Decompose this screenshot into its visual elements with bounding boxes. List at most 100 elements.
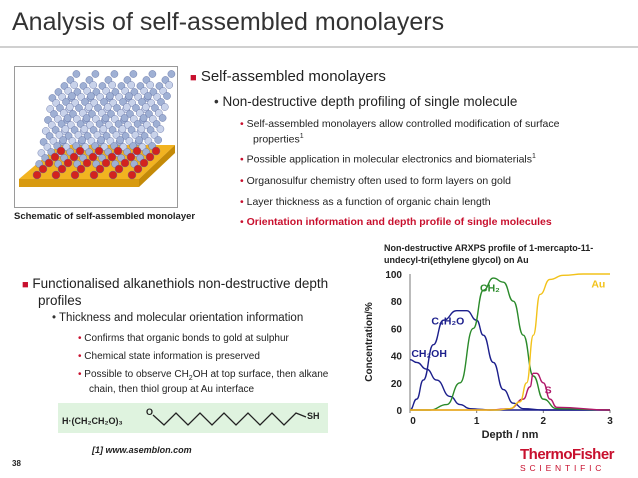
sulfur-atom bbox=[70, 170, 80, 180]
bullet-l3d: • Layer thickness as a function of organ… bbox=[240, 196, 491, 208]
chain-atom bbox=[135, 136, 143, 144]
sam-schematic-svg bbox=[19, 70, 176, 187]
footnote-sup: 1 bbox=[299, 133, 304, 140]
sam-schematic-image bbox=[14, 66, 178, 208]
sulfur-atom bbox=[89, 170, 99, 180]
y-tick-label: 60 bbox=[391, 324, 403, 335]
bullet-text: Possible application in molecular electr… bbox=[246, 153, 533, 166]
chemical-structure-svg: H·(CH₂CH₂O)₃ O SH bbox=[62, 407, 320, 426]
series-label: Au bbox=[591, 279, 605, 291]
bullet-text: Confirms that organic bonds to gold at s… bbox=[84, 333, 289, 344]
dot-bullet-icon: • bbox=[240, 153, 244, 166]
chain-atom bbox=[154, 136, 162, 144]
thermofisher-logo: ThermoFisher SCIENTIFIC bbox=[520, 446, 626, 474]
sulfur-atom bbox=[127, 170, 137, 180]
chain-atom bbox=[59, 136, 68, 144]
chain-atom bbox=[104, 103, 112, 111]
sam-caption: Schematic of self-assembled monolayer bbox=[14, 211, 196, 222]
chain-atom bbox=[89, 81, 97, 89]
bullet-b2: • Thickness and molecular orientation in… bbox=[52, 312, 303, 324]
chem-thiol-label: SH bbox=[307, 411, 320, 421]
sulfur-atom bbox=[107, 152, 117, 162]
bullet-text: OH at top surface, then alkane bbox=[192, 369, 329, 380]
sulfur-atom bbox=[32, 170, 42, 180]
chain-atom bbox=[63, 114, 72, 122]
series-label: CH₂OH bbox=[411, 348, 447, 360]
chain-atom bbox=[158, 114, 167, 122]
chart-title: Non-destructive ARXPS profile of 1-merca… bbox=[384, 243, 594, 265]
dot-bullet-icon: • bbox=[78, 369, 82, 380]
sulfur-atom bbox=[95, 164, 105, 174]
bullet-b3a: • Confirms that organic bonds to gold at… bbox=[78, 333, 289, 344]
bullet-b1-cont: profiles bbox=[38, 293, 82, 308]
chain-atom bbox=[78, 136, 86, 144]
chain-atom bbox=[61, 125, 70, 133]
sulfur-atom bbox=[51, 170, 61, 180]
sulfur-atom bbox=[108, 170, 118, 180]
chain-atom bbox=[156, 125, 165, 133]
y-tick-label: 20 bbox=[391, 379, 403, 390]
y-axis-label: Concentration/% bbox=[364, 302, 375, 382]
x-tick-label: 3 bbox=[607, 416, 613, 427]
bullet-text: Non-destructive depth profiling of singl… bbox=[222, 94, 518, 109]
chain-atom bbox=[68, 92, 76, 100]
y-tick-label: 0 bbox=[396, 406, 402, 417]
square-bullet-icon: ■ bbox=[22, 279, 29, 291]
chain-atom bbox=[99, 125, 108, 133]
bullet-b3b: • Chemical state information is preserve… bbox=[78, 351, 260, 362]
chain-atom bbox=[70, 81, 79, 89]
bullet-b1: ■ Functionalised alkanethiols non-destru… bbox=[22, 276, 328, 291]
chain-atom bbox=[142, 103, 150, 111]
chain-atom bbox=[148, 70, 157, 78]
sulfur-atom bbox=[114, 164, 124, 174]
chain-atom bbox=[118, 125, 127, 133]
dot-bullet-icon: • bbox=[78, 351, 82, 362]
sulfur-atom bbox=[133, 164, 143, 174]
sulfur-atom bbox=[76, 164, 86, 174]
sulfur-atom bbox=[132, 146, 142, 156]
bullet-text: Organosulfur chemistry often used to for… bbox=[246, 175, 511, 187]
sulfur-atom bbox=[75, 146, 85, 156]
chain-atom bbox=[129, 70, 138, 78]
sulfur-atom bbox=[57, 164, 67, 174]
title-divider bbox=[0, 46, 638, 48]
chain-atom bbox=[137, 125, 146, 133]
bullet-l3c: • Organosulfur chemistry often used to f… bbox=[240, 175, 511, 187]
bullet-l3a-cont: properties1 bbox=[253, 133, 304, 146]
bullet-text: Orientation information and depth profil… bbox=[246, 216, 552, 228]
sulfur-atom bbox=[82, 158, 92, 168]
bullet-l2: • Non-destructive depth profiling of sin… bbox=[214, 94, 517, 109]
bullet-text: Possible to observe CH bbox=[84, 369, 189, 380]
bullet-b3c: • Possible to observe CH2OH at top surfa… bbox=[78, 369, 328, 382]
x-tick-label: 0 bbox=[410, 416, 416, 427]
sulfur-atom bbox=[63, 158, 73, 168]
dot-bullet-icon: • bbox=[52, 312, 57, 324]
bullet-b3c-cont: chain, then thiol group at Au interface bbox=[89, 384, 254, 395]
chain-atom bbox=[85, 103, 93, 111]
series-line-S bbox=[410, 372, 611, 411]
chain-atom bbox=[66, 103, 74, 111]
x-axis-label: Depth / nm bbox=[482, 429, 539, 441]
alkane-chain bbox=[152, 412, 307, 426]
dot-bullet-icon: • bbox=[214, 94, 219, 109]
chain-atom bbox=[165, 81, 173, 89]
chain-atom bbox=[116, 136, 124, 144]
dot-bullet-icon: • bbox=[240, 118, 244, 130]
sulfur-atom bbox=[88, 152, 98, 162]
sulfur-atom bbox=[145, 152, 155, 162]
series-label: S bbox=[545, 385, 552, 397]
bullet-l3b: • Possible application in molecular elec… bbox=[240, 153, 536, 166]
sulfur-atom bbox=[151, 146, 161, 156]
chain-atom bbox=[127, 81, 135, 89]
sulfur-atom bbox=[50, 152, 60, 162]
chemical-structure: H·(CH₂CH₂O)₃ O SH bbox=[58, 403, 328, 433]
bullet-text: chain, then thiol group at Au interface bbox=[89, 384, 255, 395]
chain-atom bbox=[167, 70, 176, 78]
sulfur-atom bbox=[56, 146, 66, 156]
chain-atom bbox=[146, 81, 154, 89]
sulfur-atom bbox=[44, 158, 54, 168]
chain-atom bbox=[108, 81, 116, 89]
sulfur-atom bbox=[94, 146, 104, 156]
chain-atom bbox=[87, 92, 95, 100]
chain-atom bbox=[97, 136, 105, 144]
